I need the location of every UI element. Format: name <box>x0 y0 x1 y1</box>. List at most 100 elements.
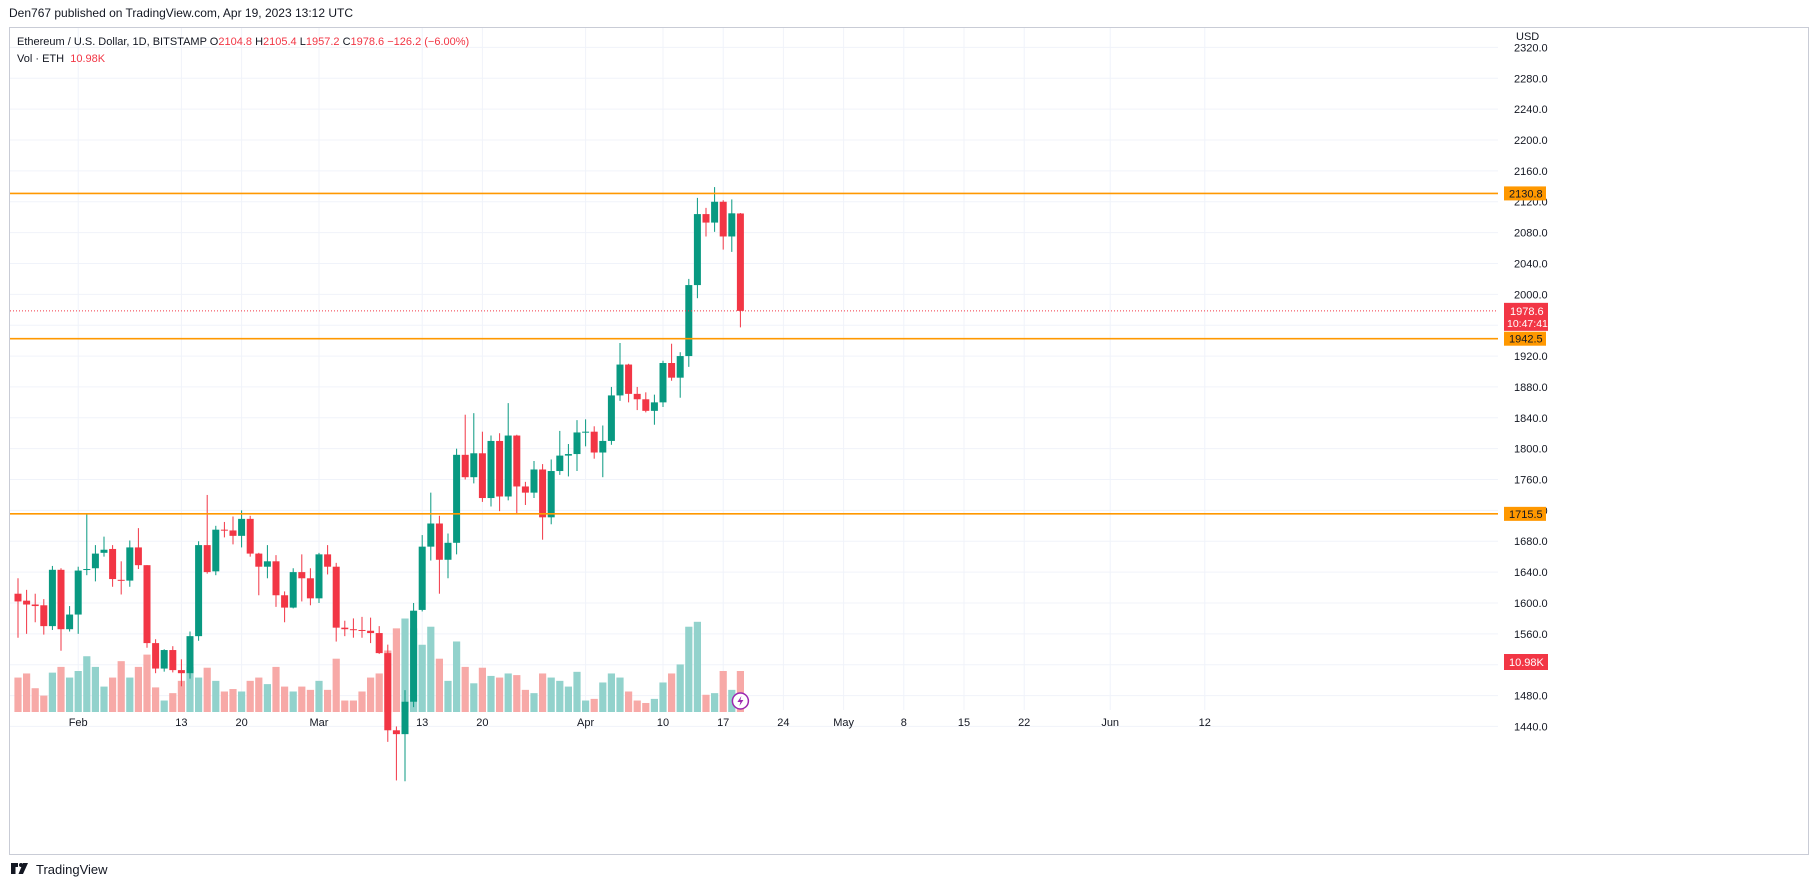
volume-bar-down <box>435 658 443 712</box>
volume-bar-down <box>31 688 39 712</box>
candle-body-up <box>289 572 297 608</box>
low-value: 1957.2 <box>305 36 340 48</box>
candle-body-up <box>410 610 418 702</box>
candle-body-up <box>676 356 684 378</box>
volume-bar-down <box>513 675 521 712</box>
candle-body-up <box>650 402 658 411</box>
volume-value: 10.98K <box>70 53 106 65</box>
candle-body-down <box>23 600 31 605</box>
volume-bar-up <box>418 644 426 712</box>
volume-bar-down <box>496 677 504 712</box>
volume-bar-down <box>521 689 529 712</box>
tradingview-logo-icon <box>11 862 28 874</box>
volume-bar-down <box>143 654 151 712</box>
volume-bar-up <box>487 675 495 712</box>
volume-bar-down <box>306 689 314 712</box>
y-tick-label: 1920.0 <box>1514 351 1548 363</box>
volume-value-label: 10.98K <box>1509 657 1545 669</box>
last-price-label: 1978.6 <box>1510 306 1544 318</box>
price-chart[interactable]: USD2320.02280.02240.02200.02160.02120.02… <box>10 28 1808 854</box>
volume-bar-down <box>40 695 48 712</box>
x-tick-label: 20 <box>476 717 488 729</box>
candle-body-down <box>57 569 65 630</box>
change-value: −126.2 (−6.00%) <box>387 36 470 48</box>
volume-bar-down <box>152 687 160 712</box>
x-tick-label: 22 <box>1018 717 1030 729</box>
volume-bar-down <box>375 673 383 712</box>
volume-bar-down <box>117 661 125 712</box>
y-tick-label: 1760.0 <box>1514 475 1548 487</box>
price-level-tag <box>1504 506 1546 521</box>
open-label: O <box>209 36 219 48</box>
y-tick-label: 1800.0 <box>1514 444 1548 456</box>
volume-bar-down <box>719 671 727 712</box>
candle-body-up <box>659 363 667 403</box>
low-label: L <box>299 36 306 48</box>
x-tick-label: 10 <box>657 717 669 729</box>
volume-bar-down <box>590 698 598 712</box>
volume-bar-down <box>461 666 469 712</box>
volume-bar-down <box>358 691 366 712</box>
candle-body-down <box>513 435 521 487</box>
volume-bar-up <box>212 680 220 712</box>
volume-bar-up <box>453 641 461 712</box>
candle-body-up <box>427 523 435 547</box>
candle-body-up <box>564 454 572 456</box>
last-price-countdown: 10:47:41 <box>1507 318 1548 330</box>
candle-body-up <box>504 435 512 497</box>
volume-bar-up <box>74 671 82 712</box>
volume-bar-up <box>711 693 719 712</box>
volume-bar-up <box>444 680 452 712</box>
candle-body-up <box>263 561 271 567</box>
volume-bar-up <box>289 691 297 712</box>
candle-body-down <box>341 627 349 630</box>
x-tick-label: 15 <box>958 717 970 729</box>
candle-body-down <box>14 593 22 602</box>
candle-body-down <box>392 730 400 735</box>
volume-bar-down <box>367 677 375 712</box>
volume-bar-down <box>229 689 237 712</box>
volume-bar-down <box>281 686 289 712</box>
volume-bar-up <box>263 684 271 712</box>
volume-bar-down <box>272 666 280 712</box>
candle-body-up <box>556 455 564 472</box>
candle-body-up <box>582 431 590 433</box>
x-tick-label: 17 <box>717 717 729 729</box>
volume-bar-down <box>332 658 340 712</box>
candle-body-up <box>100 549 108 553</box>
candle-body-up <box>160 650 168 669</box>
y-tick-label: 2280.0 <box>1514 73 1548 85</box>
x-tick-label: Apr <box>577 717 594 729</box>
volume-bar-up <box>91 666 99 712</box>
volume-bar-down <box>539 673 547 712</box>
candle-body-up <box>530 469 538 493</box>
candle-body-down <box>358 629 366 631</box>
candle-body-down <box>435 523 443 560</box>
candle-body-down <box>272 561 280 596</box>
volume-bar-down <box>478 667 486 712</box>
x-tick-label: Feb <box>69 717 88 729</box>
candle-body-up <box>401 701 409 735</box>
volume-bar-down <box>14 677 22 712</box>
footer-brand[interactable]: TradingView <box>9 862 108 877</box>
y-tick-label: 1440.0 <box>1514 721 1548 733</box>
candle-body-down <box>203 545 211 573</box>
chart-frame[interactable]: USD 2320.0 2280.0 2240.0 2200.0 2160.0 2120.0 2… <box>9 27 1809 855</box>
last-price-tag <box>1504 302 1548 331</box>
volume-bar-up <box>693 621 701 712</box>
volume-bar-up <box>556 680 564 712</box>
volume-bar-up <box>83 656 91 712</box>
candle-body-up <box>728 213 736 237</box>
candle-body-down <box>384 653 392 731</box>
y-tick-label: 1480.0 <box>1514 691 1548 703</box>
x-tick-label: 13 <box>416 717 428 729</box>
candle-body-up <box>91 553 99 569</box>
y-tick-label: 2200.0 <box>1514 135 1548 147</box>
candle-body-down <box>117 579 125 581</box>
symbol-title: Ethereum / U.S. Dollar, 1D, BITSTAMP <box>17 36 207 48</box>
candle-body-up <box>238 518 246 536</box>
candle-body-down <box>255 553 263 567</box>
candle-body-down <box>719 201 727 237</box>
candle-body-down <box>478 453 486 499</box>
volume-bar-up <box>186 666 194 712</box>
